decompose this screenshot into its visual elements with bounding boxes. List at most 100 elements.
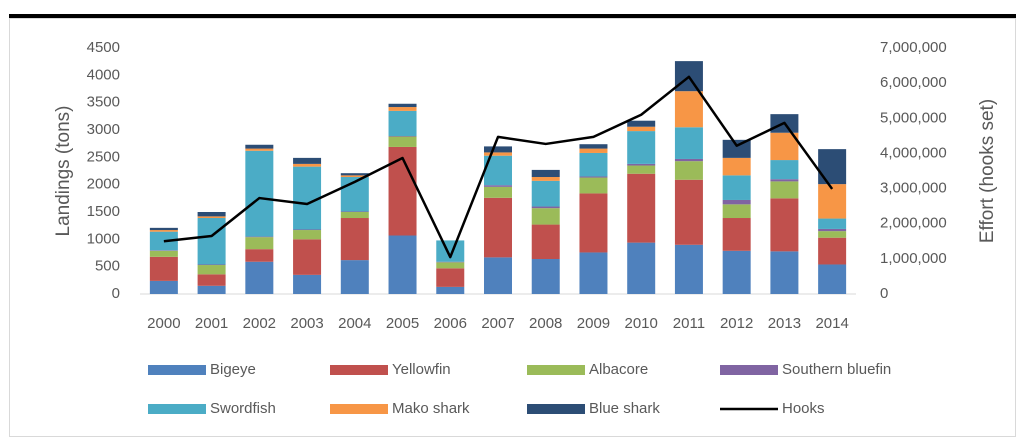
y-axis-title: Landings (tons) [53, 106, 74, 237]
bar-segment [245, 237, 274, 250]
x-tick-label: 2001 [195, 315, 228, 332]
bar-segment [245, 148, 274, 151]
bar-segment [436, 268, 465, 287]
bar-segment [436, 262, 465, 269]
bar-segment [531, 206, 560, 209]
bar-segment [579, 177, 608, 194]
legend-label: Southern bluefin [782, 361, 891, 378]
bar-segment [627, 120, 656, 127]
y-tick-label: 4000 [87, 66, 120, 83]
x-tick-label: 2013 [768, 315, 801, 332]
legend-label: Swordfish [210, 400, 276, 417]
bar-segment [770, 181, 799, 199]
bar-segment [245, 144, 274, 149]
bar-segment [818, 231, 847, 238]
bar-segment [579, 193, 608, 253]
legend-swatch [527, 404, 585, 414]
bar-segment [340, 175, 369, 178]
bar-segment [722, 157, 751, 176]
bar-segment [579, 148, 608, 153]
legend-swatch [527, 365, 585, 375]
bar-segment [818, 228, 847, 232]
y2-tick-label: 0 [880, 285, 888, 302]
bar-segment [293, 239, 322, 275]
y2-tick-label: 3,000,000 [880, 180, 947, 197]
y2-tick-label: 4,000,000 [880, 144, 947, 161]
bar-segment [197, 265, 226, 275]
bar-segment [531, 180, 560, 207]
bar-segment [818, 149, 847, 185]
bar-segment [531, 224, 560, 260]
bar-segment [197, 274, 226, 286]
bar-segment [388, 110, 417, 137]
bar-segment [149, 280, 178, 294]
x-tick-label: 2004 [338, 315, 371, 332]
bar-segment [579, 252, 608, 294]
bar-segment [388, 235, 417, 294]
x-tick-label: 2010 [625, 315, 658, 332]
bar-segment [484, 197, 512, 258]
bar-segment [484, 152, 512, 156]
y-tick-label: 0 [112, 285, 120, 302]
bar-segment [579, 152, 608, 177]
bar-segment [293, 274, 322, 294]
bar-segment [149, 256, 178, 281]
y-tick-label: 4500 [87, 39, 120, 56]
bar-segment [197, 218, 226, 265]
bar-segment [579, 176, 608, 178]
y2-tick-label: 6,000,000 [880, 74, 947, 91]
bar-segment [436, 286, 465, 294]
bar-segment [818, 237, 847, 265]
y-tick-label: 1000 [87, 230, 120, 247]
x-tick-label: 2012 [720, 315, 753, 332]
bar-segment [484, 257, 512, 294]
bar-segment [531, 259, 560, 294]
bar-segment [770, 179, 799, 182]
x-tick-label: 2007 [481, 315, 514, 332]
bar-segment [627, 173, 656, 243]
bar-segment [197, 264, 226, 266]
x-tick-label: 2003 [290, 315, 323, 332]
y2-axis-title: Effort (hooks set) [977, 99, 998, 243]
bar-segment [484, 185, 512, 187]
bar-segment [340, 211, 369, 212]
bar-segment [531, 208, 560, 225]
bar-segment [722, 199, 751, 205]
y-tick-label: 3000 [87, 121, 120, 138]
bar-segment [627, 163, 656, 166]
bar-segment [149, 250, 178, 257]
bar-segment [293, 166, 322, 230]
bar-segment [722, 139, 751, 158]
bar-segment [722, 175, 751, 200]
bar-segment [340, 173, 369, 176]
bar-segment [818, 218, 847, 229]
y-tick-label: 3500 [87, 94, 120, 111]
bar-segment [197, 285, 226, 294]
x-tick-label: 2014 [815, 315, 848, 332]
x-tick-label: 2006 [434, 315, 467, 332]
bar-segment [674, 161, 703, 180]
top-rule [9, 14, 1016, 18]
bar-segment [627, 131, 656, 164]
legend-label: Mako shark [392, 400, 470, 417]
y2-tick-label: 5,000,000 [880, 109, 947, 126]
bar-segment [436, 240, 465, 262]
bar-segment [770, 198, 799, 252]
y-tick-label: 500 [95, 258, 120, 275]
bar-segment [245, 261, 274, 294]
bar-segment [293, 229, 322, 231]
bar-segment [436, 261, 465, 263]
bar-segment [340, 218, 369, 261]
bar-segment [770, 160, 799, 180]
bar-segment [722, 250, 751, 294]
legend-swatch [720, 365, 778, 375]
bar-segment [245, 236, 274, 238]
legend-label: Blue shark [589, 400, 660, 417]
bar-segment [197, 212, 226, 217]
bar-segment [149, 230, 178, 232]
legend-swatch [330, 404, 388, 414]
legend-label: Yellowfin [392, 361, 451, 378]
bar-segment [674, 127, 703, 159]
bar-segment [484, 186, 512, 198]
